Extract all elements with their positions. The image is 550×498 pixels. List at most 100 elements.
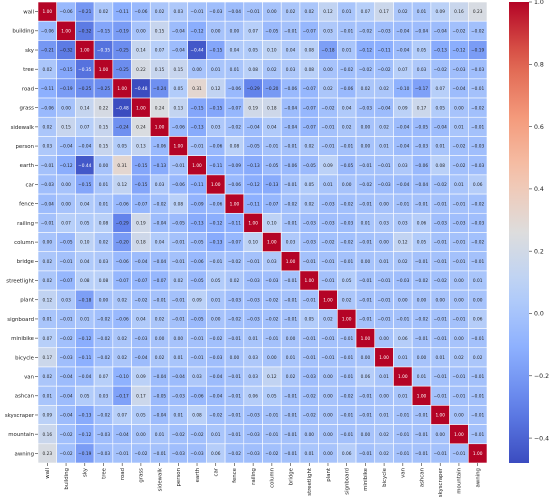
cell-value-label: 0.01 bbox=[379, 259, 389, 265]
cell-value-label: −0.35 bbox=[78, 67, 91, 73]
cell-value-label: −0.01 bbox=[471, 413, 484, 419]
cell-value-label: 0.00 bbox=[230, 355, 240, 361]
cell-value-label: 0.00 bbox=[211, 28, 221, 34]
cell-value-label: −0.19 bbox=[78, 451, 91, 457]
cell-value-label: −0.01 bbox=[415, 201, 428, 207]
cell-value-label: 0.10 bbox=[267, 48, 277, 54]
cell-value-label: −0.04 bbox=[172, 374, 185, 380]
cell-value-label: −0.03 bbox=[247, 278, 260, 284]
cell-value-label: 1.00 bbox=[155, 124, 165, 130]
cell-value-label: −0.01 bbox=[434, 336, 447, 342]
cell-value-label: −0.07 bbox=[303, 124, 316, 130]
cell-value-label: 0.01 bbox=[43, 317, 53, 323]
cell-value-label: 0.00 bbox=[136, 28, 146, 34]
cell-value-label: −0.02 bbox=[59, 432, 72, 438]
cell-value-label: −0.03 bbox=[434, 221, 447, 227]
cell-value-label: −0.09 bbox=[190, 201, 203, 207]
cell-value-label: 0.16 bbox=[454, 9, 464, 15]
cell-value-label: 0.06 bbox=[342, 451, 352, 457]
cell-value-label: −0.01 bbox=[190, 355, 203, 361]
cell-value-label: −0.06 bbox=[209, 144, 222, 150]
cell-value-label: 0.24 bbox=[155, 105, 165, 111]
cell-value-label: 0.02 bbox=[155, 9, 165, 15]
cell-value-label: −0.12 bbox=[78, 336, 91, 342]
cell-value-label: −0.02 bbox=[415, 317, 428, 323]
cell-value-label: 0.03 bbox=[155, 182, 165, 188]
cell-value-label: −0.01 bbox=[415, 451, 428, 457]
cell-value-label: 1.00 bbox=[379, 355, 389, 361]
cell-value-label: −0.44 bbox=[190, 48, 203, 54]
cell-value-label: −0.13 bbox=[190, 221, 203, 227]
cell-value-label: 0.12 bbox=[211, 86, 221, 92]
cell-value-label: −0.07 bbox=[228, 240, 241, 246]
cell-value-label: 0.03 bbox=[286, 240, 296, 246]
cell-value-label: −0.01 bbox=[228, 336, 241, 342]
cell-value-label: −0.02 bbox=[59, 336, 72, 342]
cell-value-label: −0.11 bbox=[228, 221, 241, 227]
cell-value-label: −0.11 bbox=[116, 9, 129, 15]
cell-value-label: −0.12 bbox=[78, 432, 91, 438]
y-tick-label-van: van bbox=[24, 374, 34, 380]
cell-value-label: 0.01 bbox=[99, 182, 109, 188]
cell-value-label: −0.01 bbox=[284, 432, 297, 438]
cell-value-label: 1.00 bbox=[267, 240, 277, 246]
cell-value-label: 0.02 bbox=[323, 86, 333, 92]
cell-value-label: 0.02 bbox=[99, 240, 109, 246]
x-tick-label-wall: wall bbox=[45, 468, 51, 479]
cell-value-label: −0.06 bbox=[415, 163, 428, 169]
cell-value-label: −0.01 bbox=[228, 393, 241, 399]
cell-value-label: −0.02 bbox=[209, 413, 222, 419]
colorbar-tick-label: 0.0 bbox=[534, 311, 544, 318]
y-tick-label-wall: wall bbox=[23, 10, 34, 16]
y-tick-label-minibike: minibike bbox=[11, 336, 35, 342]
cell-value-label: 0.00 bbox=[155, 336, 165, 342]
x-axis-tick-labels: wall building sky tree road grass sidewalk pers… bbox=[45, 463, 481, 497]
cell-value-label: −0.05 bbox=[247, 144, 260, 150]
cell-value-label: −0.01 bbox=[247, 9, 260, 15]
cell-value-label: 0.02 bbox=[379, 451, 389, 457]
cell-value-label: 0.02 bbox=[454, 355, 464, 361]
cell-value-label: −0.25 bbox=[116, 48, 129, 54]
cell-value-label: 0.18 bbox=[136, 240, 146, 246]
cell-value-label: −0.01 bbox=[434, 451, 447, 457]
cell-value-label: −0.03 bbox=[321, 201, 334, 207]
y-tick-label-mountain: mountain bbox=[8, 432, 34, 438]
cell-value-label: 0.01 bbox=[379, 374, 389, 380]
cell-value-label: 0.05 bbox=[342, 278, 352, 284]
cell-value-label: −0.03 bbox=[247, 451, 260, 457]
cell-value-label: −0.12 bbox=[359, 48, 372, 54]
cell-value-label: −0.04 bbox=[153, 221, 166, 227]
cell-value-label: 0.00 bbox=[43, 240, 53, 246]
cell-value-label: 0.03 bbox=[323, 28, 333, 34]
cell-value-label: −0.11 bbox=[41, 86, 54, 92]
cell-value-label: −0.02 bbox=[153, 201, 166, 207]
cell-value-label: −0.17 bbox=[116, 393, 129, 399]
cell-value-label: −0.06 bbox=[190, 393, 203, 399]
cell-value-label: −0.11 bbox=[247, 201, 260, 207]
cell-value-label: 0.14 bbox=[80, 105, 90, 111]
cell-value-label: −0.09 bbox=[228, 163, 241, 169]
cell-value-label: −0.12 bbox=[209, 221, 222, 227]
cell-value-label: −0.06 bbox=[116, 201, 129, 207]
cell-value-label: −0.01 bbox=[172, 163, 185, 169]
cell-value-label: −0.03 bbox=[471, 144, 484, 150]
cell-value-label: 0.00 bbox=[99, 163, 109, 169]
cell-value-label: −0.01 bbox=[434, 240, 447, 246]
cell-value-label: 0.02 bbox=[342, 297, 352, 303]
cell-value-label: −0.01 bbox=[471, 259, 484, 265]
cell-value-label: −0.32 bbox=[78, 28, 91, 34]
cell-value-label: 0.09 bbox=[136, 374, 146, 380]
cell-value-label: 0.10 bbox=[248, 240, 258, 246]
cell-value-label: 0.06 bbox=[473, 182, 483, 188]
cell-value-label: 0.00 bbox=[454, 278, 464, 284]
cell-value-label: −0.01 bbox=[415, 259, 428, 265]
colorbar: −0.4 −0.2 0.0 0.2 0.4 0.6 0.8 1.0 bbox=[509, 0, 549, 463]
cell-value-label: −0.01 bbox=[378, 163, 391, 169]
y-tick-label-plant: plant bbox=[20, 298, 34, 304]
cell-value-label: −0.01 bbox=[41, 221, 54, 227]
cell-value-label: 0.03 bbox=[267, 259, 277, 265]
cell-value-label: −0.02 bbox=[434, 182, 447, 188]
cell-value-label: −0.01 bbox=[284, 221, 297, 227]
cell-value-label: −0.06 bbox=[228, 86, 241, 92]
